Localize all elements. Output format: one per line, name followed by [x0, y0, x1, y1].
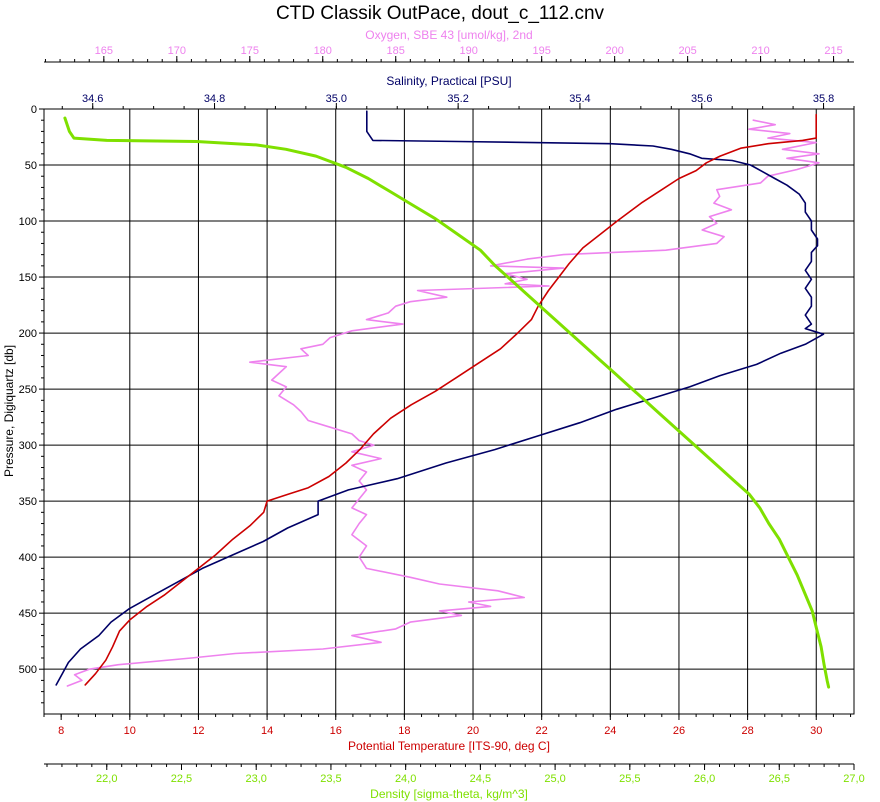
oxygen-tick-label: 170 [168, 45, 186, 57]
pressure-tick-label: 250 [19, 384, 37, 396]
oxygen-tick-label: 210 [751, 45, 769, 57]
salinity-tick-label: 35.2 [447, 93, 468, 105]
temperature-tick-label: 26 [673, 725, 685, 737]
temperature-tick-label: 14 [261, 725, 273, 737]
salinity-tick-label: 34.8 [204, 93, 225, 105]
oxygen-tick-label: 200 [605, 45, 623, 57]
temperature-profile-line [84, 113, 818, 686]
plot-frame [43, 108, 855, 715]
pressure-tick-label: 200 [19, 328, 37, 340]
salinity-tick-label: 35.0 [326, 93, 347, 105]
density-axis-label: Density [sigma-theta, kg/m^3] [370, 787, 528, 801]
density-tick-label: 27,0 [843, 773, 864, 785]
series [55, 110, 831, 689]
salinity-tick-label: 35.6 [691, 93, 712, 105]
pressure-tick-label: 50 [25, 160, 37, 172]
chart-title: CTD Classik OutPace, dout_c_112.cnv [276, 3, 605, 24]
salinity-profile-line [55, 110, 825, 686]
oxygen-tick-label: 175 [241, 45, 259, 57]
density-profile-line [63, 116, 831, 689]
temperature-tick-label: 30 [810, 725, 822, 737]
density-tick-label: 25,5 [619, 773, 640, 785]
oxygen-tick-label: 215 [824, 45, 842, 57]
pressure-tick-label: 100 [19, 216, 37, 228]
oxygen-tick-label: 195 [532, 45, 550, 57]
temperature-tick-label: 24 [604, 725, 616, 737]
oxygen-tick-label: 180 [314, 45, 332, 57]
temperature-tick-label: 16 [330, 725, 342, 737]
temperature-tick-label: 18 [398, 725, 410, 737]
oxygen-tick-label: 165 [95, 45, 113, 57]
density-tick-label: 26,0 [694, 773, 715, 785]
oxygen-profile-line [66, 119, 820, 687]
temperature-tick-label: 10 [124, 725, 136, 737]
salinity-tick-label: 34.6 [82, 93, 103, 105]
density-tick-label: 24,5 [470, 773, 491, 785]
pressure-tick-label: 500 [19, 664, 37, 676]
density-tick-label: 25,0 [544, 773, 565, 785]
oxygen-tick-label: 185 [387, 45, 405, 57]
axes: 0 50 100 150 200 250 300 350 400 450 500 165 170 175 1… [19, 45, 865, 785]
oxygen-axis-label: Oxygen, SBE 43 [umol/kg], 2nd [365, 28, 532, 42]
temperature-tick-label: 28 [741, 725, 753, 737]
pressure-tick-label: 0 [31, 104, 37, 116]
density-tick-label: 22,0 [96, 773, 117, 785]
pressure-tick-label: 350 [19, 496, 37, 508]
grid [44, 109, 854, 714]
pressure-axis-label: Pressure, Digiquartz [db] [2, 345, 16, 477]
temperature-tick-label: 8 [58, 725, 64, 737]
salinity-tick-label: 35.8 [813, 93, 834, 105]
temperature-tick-label: 20 [467, 725, 479, 737]
oxygen-tick-label: 190 [460, 45, 478, 57]
density-tick-label: 23,0 [246, 773, 267, 785]
pressure-tick-label: 450 [19, 608, 37, 620]
salinity-tick-label: 35.4 [569, 93, 590, 105]
pressure-tick-label: 300 [19, 440, 37, 452]
axis-labels: Oxygen, SBE 43 [umol/kg], 2nd Salinity, … [2, 28, 550, 801]
temperature-tick-label: 12 [192, 725, 204, 737]
temperature-axis-label: Potential Temperature [ITS-90, deg C] [348, 739, 550, 753]
density-tick-label: 22,5 [171, 773, 192, 785]
pressure-tick-label: 400 [19, 552, 37, 564]
oxygen-tick-label: 205 [678, 45, 696, 57]
salinity-axis-label: Salinity, Practical [PSU] [386, 74, 511, 88]
temperature-tick-label: 22 [536, 725, 548, 737]
density-tick-label: 24,0 [395, 773, 416, 785]
density-tick-label: 23,5 [320, 773, 341, 785]
pressure-tick-label: 150 [19, 272, 37, 284]
density-tick-label: 26,5 [769, 773, 790, 785]
